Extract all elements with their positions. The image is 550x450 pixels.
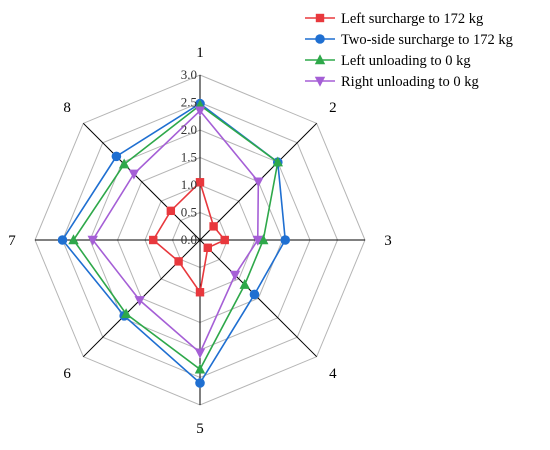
r-tick-label: 1.5	[181, 150, 197, 165]
axis-label: 4	[329, 366, 337, 382]
axis-label: 3	[384, 233, 392, 249]
r-tick-label: 2.5	[181, 95, 197, 110]
data-point	[87, 235, 98, 246]
legend-label: Two-side surcharge to 172 kg	[341, 32, 513, 48]
data-point	[118, 158, 130, 169]
axis-label: 6	[63, 366, 71, 382]
legend: Left surcharge to 172 kg Two-side surchar…	[305, 11, 513, 90]
data-point	[68, 234, 79, 245]
data-point	[149, 235, 158, 245]
legend-label: Left surcharge to 172 kg	[341, 11, 483, 27]
data-point	[249, 289, 260, 300]
data-point	[120, 308, 132, 319]
series-line	[72, 104, 279, 371]
data-point	[258, 234, 269, 245]
data-point	[128, 169, 140, 180]
legend-label: Right unloading to 0 kg	[341, 74, 479, 90]
data-point	[229, 270, 241, 281]
legend-item: Two-side surcharge to 172 kg	[305, 32, 513, 48]
data-point	[194, 106, 206, 117]
axis-label: 8	[63, 100, 71, 116]
series-4	[87, 106, 264, 359]
data-point	[194, 363, 206, 374]
legend-marker	[315, 13, 325, 23]
data-point	[272, 156, 283, 167]
axis-label: 5	[196, 421, 204, 437]
r-tick-label: 3.0	[181, 67, 197, 82]
data-point	[194, 348, 206, 359]
data-point	[111, 151, 122, 162]
axis-label: 2	[329, 100, 337, 116]
legend-marker	[315, 34, 325, 44]
data-point	[253, 177, 264, 188]
data-point	[209, 222, 218, 231]
label-layer: 0.0 0.5 1.0 1.5 2.0 2.5 3.0 1 2 3 4 5 6 7 8	[8, 45, 392, 437]
data-point	[166, 206, 176, 216]
data-point	[134, 296, 145, 306]
r-tick-label: 0.0	[181, 232, 197, 247]
axis-spoke	[82, 122, 201, 241]
data-point	[195, 378, 205, 388]
data-point	[280, 235, 291, 245]
data-point	[252, 235, 263, 246]
axis-spoke	[199, 239, 318, 358]
legend-item: Left unloading to 0 kg	[305, 53, 471, 69]
data-point	[57, 235, 68, 245]
data-point	[195, 178, 205, 187]
data-point	[239, 279, 250, 289]
legend-item: Left surcharge to 172 kg	[305, 11, 483, 27]
data-point	[195, 288, 205, 297]
axis-label: 1	[196, 45, 204, 61]
data-point	[203, 243, 212, 252]
series-layer	[57, 98, 291, 388]
legend-label: Left unloading to 0 kg	[341, 53, 471, 69]
r-tick-label: 1.0	[181, 177, 197, 192]
data-point	[174, 257, 183, 266]
legend-marker	[314, 76, 326, 87]
data-point	[220, 235, 229, 245]
r-tick-label: 0.5	[181, 205, 197, 220]
axis-label: 7	[8, 233, 16, 249]
legend-item: Right unloading to 0 kg	[305, 74, 479, 90]
series-1	[149, 178, 229, 297]
legend-marker	[314, 54, 326, 65]
r-tick-label: 2.0	[181, 122, 197, 137]
